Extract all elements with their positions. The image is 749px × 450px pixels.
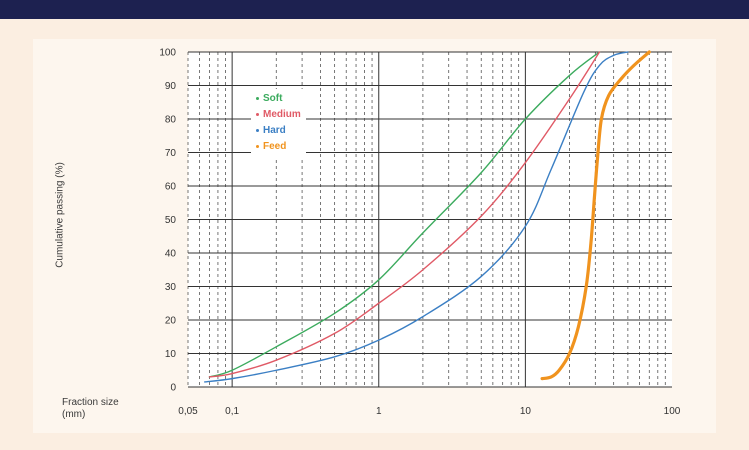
- x-tick-label: 0,1: [225, 406, 239, 417]
- y-tick-label: 0: [170, 383, 176, 394]
- legend-label-soft: Soft: [263, 93, 283, 104]
- y-tick-label: 90: [165, 81, 177, 92]
- x-tick-label: 1: [376, 406, 382, 417]
- series-line-feed: [540, 50, 651, 381]
- legend-item-soft: Soft: [256, 93, 282, 104]
- y-axis-label: Cumulative passing (%): [54, 162, 66, 268]
- header-bar: [0, 0, 749, 19]
- x-axis-label: Fraction size (mm): [62, 397, 119, 420]
- x-tick-label: 0,05: [178, 406, 198, 417]
- y-tick-label: 70: [165, 148, 177, 159]
- legend-label-medium: Medium: [263, 109, 301, 120]
- legend-label-feed: Feed: [263, 141, 287, 152]
- x-tick-label: 10: [520, 406, 532, 417]
- y-tick-label: 40: [165, 249, 177, 260]
- legend-marker-medium: [256, 112, 259, 116]
- y-tick-label: 30: [165, 282, 177, 293]
- legend-item-medium: Medium: [256, 109, 301, 120]
- legend-label-hard: Hard: [263, 125, 286, 136]
- legend-marker-soft: [256, 96, 259, 100]
- legend-marker-hard: [256, 128, 259, 132]
- x-tick-label: 100: [664, 406, 681, 417]
- legend-item-hard: Hard: [256, 125, 286, 136]
- y-tick-label: 60: [165, 182, 177, 193]
- y-tick-label: 80: [165, 115, 177, 126]
- y-tick-label: 100: [159, 48, 176, 59]
- series-line-hard: [204, 51, 629, 383]
- y-tick-label: 10: [165, 349, 177, 360]
- y-tick-label: 50: [165, 215, 177, 226]
- series-line-medium: [208, 51, 601, 378]
- legend-marker-feed: [256, 144, 259, 148]
- chart-legend: Soft Medium Hard Feed: [251, 89, 306, 160]
- y-tick-label: 20: [165, 316, 177, 327]
- legend-item-feed: Feed: [256, 141, 286, 152]
- series-line-soft: [208, 51, 601, 378]
